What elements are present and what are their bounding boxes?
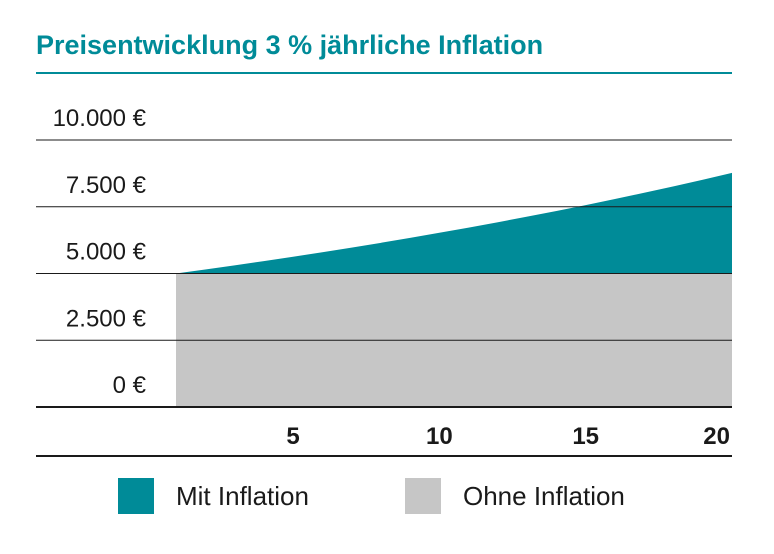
legend-item-ohne-inflation: Ohne Inflation	[405, 478, 625, 514]
x-tick-label: 15	[572, 423, 599, 450]
chart-plot: 0 € 2.500 € 5.000 € 7.500 € 10.000 € 5 10 15 20	[36, 105, 732, 457]
x-tick-label: 20	[703, 423, 730, 450]
x-tick-label: 5	[286, 423, 299, 450]
y-tick-label: 0 €	[113, 372, 147, 399]
y-tick-label: 2.500 €	[66, 305, 147, 332]
legend-swatch-ohne-inflation	[405, 478, 441, 514]
legend-swatch-mit-inflation	[118, 478, 154, 514]
legend-label-ohne-inflation: Ohne Inflation	[463, 480, 625, 511]
series-area-mit-inflation	[176, 172, 732, 274]
y-tick-label: 10.000 €	[53, 105, 147, 132]
chart-title: Preisentwicklung 3 % jährliche Inflation	[36, 30, 544, 60]
y-tick-label: 7.500 €	[66, 172, 147, 199]
x-tick-label: 10	[426, 423, 453, 450]
legend: Mit Inflation Ohne Inflation	[0, 478, 774, 518]
legend-item-mit-inflation: Mit Inflation	[118, 478, 309, 514]
legend-label-mit-inflation: Mit Inflation	[176, 480, 309, 511]
title-rule	[36, 72, 732, 74]
y-tick-label: 5.000 €	[66, 239, 147, 266]
